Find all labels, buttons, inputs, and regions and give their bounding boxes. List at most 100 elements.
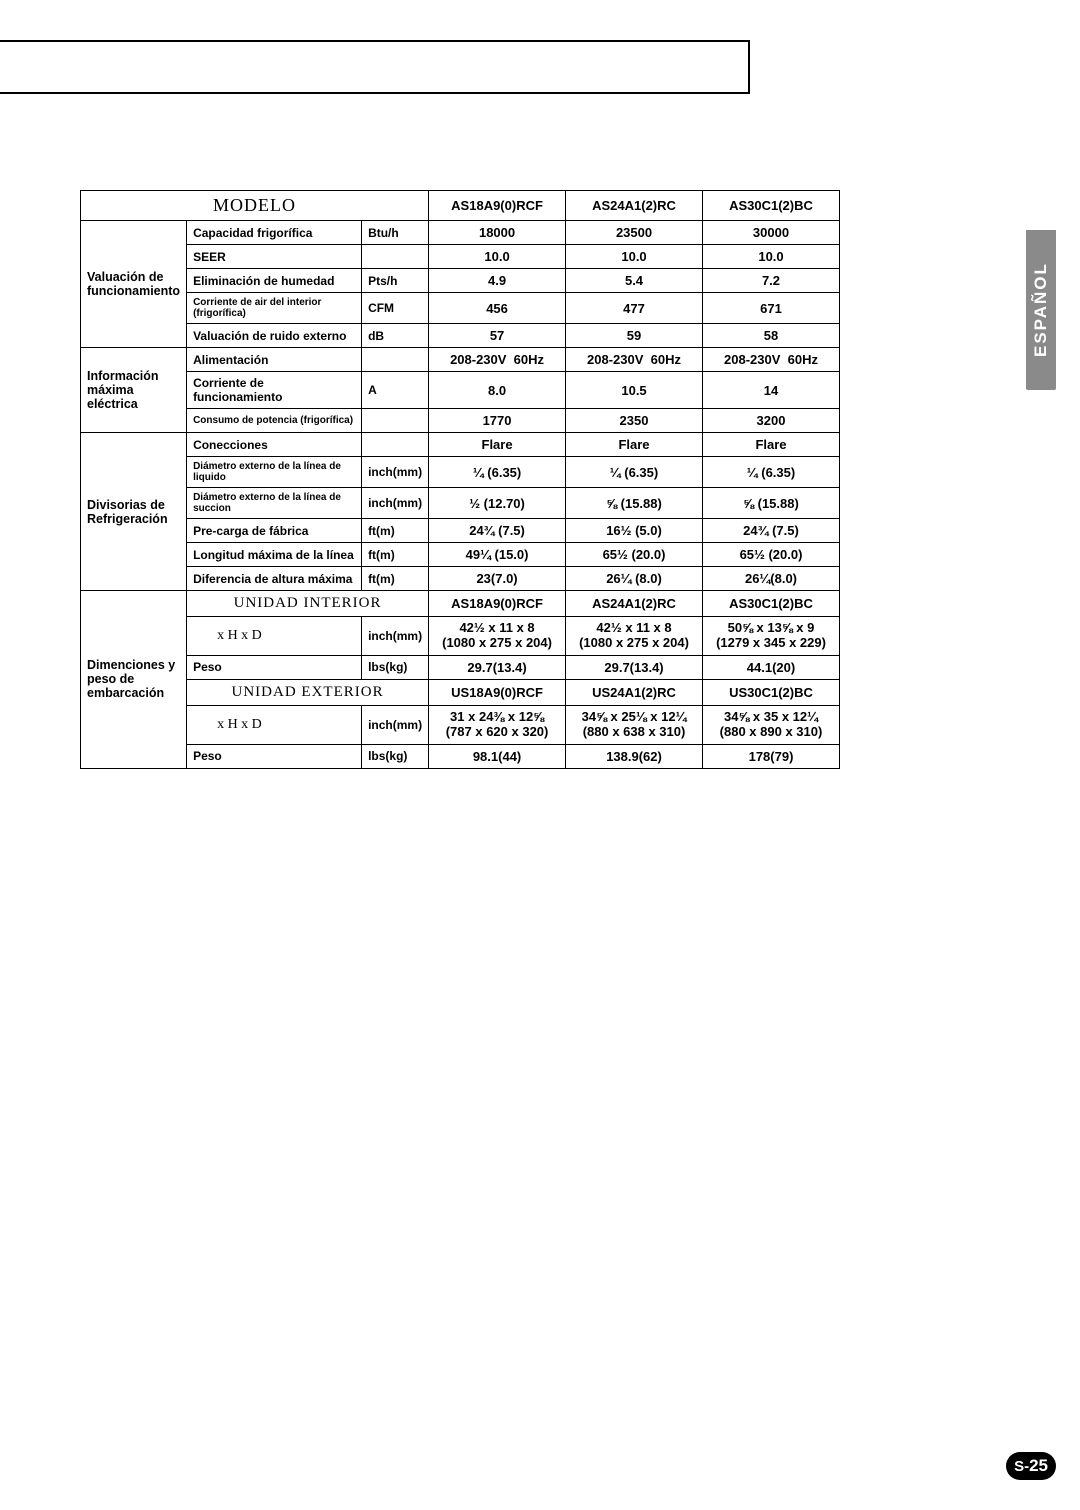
intdim-2a: 42½ x 11 x 8 [596, 620, 671, 635]
v-capacidad-2: 23500 [566, 221, 703, 245]
v-succ-2: ⅝ (15.88) [566, 488, 703, 519]
m1-head: AS18A9(0)RCF [429, 191, 566, 221]
v-exthead-1: US18A9(0)RCF [429, 679, 566, 705]
v-extdim-1: 31 x 24⅜ x 12⅝(787 x 620 x 320) [429, 705, 566, 744]
v-amp-2: 10.5 [566, 372, 703, 409]
row-alim: Información máxima eléctrica Alimentació… [81, 348, 840, 372]
v-cfm-2: 477 [566, 293, 703, 324]
v-ruido-3: 58 [703, 324, 840, 348]
row-succ: Diámetro externo de la línea de succion … [81, 488, 840, 519]
u-amp: A [362, 372, 429, 409]
v-inthead-3: AS30C1(2)BC [703, 591, 840, 617]
intdim-1b: (1080 x 275 x 204) [442, 635, 552, 650]
page-prefix: S- [1014, 1458, 1029, 1475]
v-exthead-3: US30C1(2)BC [703, 679, 840, 705]
m3-head: AS30C1(2)BC [703, 191, 840, 221]
u-cfm: CFM [362, 293, 429, 324]
u-humedad: Pts/h [362, 269, 429, 293]
u-extdim: inch(mm) [362, 705, 429, 744]
v-ruido-1: 57 [429, 324, 566, 348]
v-extpeso-1: 98.1(44) [429, 744, 566, 768]
lbl-extdim: x H x D [187, 705, 362, 744]
v-seer-3: 10.0 [703, 245, 840, 269]
v-amp-1: 8.0 [429, 372, 566, 409]
header-row: MODELO AS18A9(0)RCF AS24A1(2)RC AS30C1(2… [81, 191, 840, 221]
v-diff-1: 23(7.0) [429, 567, 566, 591]
v-intdim-1: 42½ x 11 x 8(1080 x 275 x 204) [429, 617, 566, 656]
v-cfm-3: 671 [703, 293, 840, 324]
lbl-exthead: UNIDAD EXTERIOR [187, 679, 429, 705]
extdim-2b: (880 x 638 x 310) [583, 724, 686, 739]
row-inthead: Dimenciones y peso de embarcación UNIDAD… [81, 591, 840, 617]
v-max-2: 65½ (20.0) [566, 543, 703, 567]
u-seer [362, 245, 429, 269]
v-diff-2: 26¼ (8.0) [566, 567, 703, 591]
v-consumo-3: 3200 [703, 409, 840, 433]
v-alim-2: 208-230V 60Hz [566, 348, 703, 372]
lbl-inthead: UNIDAD INTERIOR [187, 591, 429, 617]
u-consumo [362, 409, 429, 433]
row-extpeso: Peso lbs(kg) 98.1(44) 138.9(62) 178(79) [81, 744, 840, 768]
v-intdim-3: 50⅝ x 13⅝ x 9(1279 x 345 x 229) [703, 617, 840, 656]
lbl-capacidad: Capacidad frigorífica [187, 221, 362, 245]
lbl-succ: Diámetro externo de la línea de succion [187, 488, 362, 519]
lbl-cfm: Corriente de air del interior (frigorífi… [187, 293, 362, 324]
v-liq-1: ¼ (6.35) [429, 457, 566, 488]
lbl-pre: Pre-carga de fábrica [187, 519, 362, 543]
lbl-diff: Diferencia de altura máxima [187, 567, 362, 591]
lbl-amp: Corriente de funcionamiento [187, 372, 362, 409]
u-pre: ft(m) [362, 519, 429, 543]
v-conex-3: Flare [703, 433, 840, 457]
u-extpeso: lbs(kg) [362, 744, 429, 768]
intdim-3b: (1279 x 345 x 229) [716, 635, 826, 650]
row-amp: Corriente de funcionamiento A 8.0 10.5 1… [81, 372, 840, 409]
intdim-1a: 42½ x 11 x 8 [459, 620, 534, 635]
row-humedad: Eliminación de humedad Pts/h 4.9 5.4 7.2 [81, 269, 840, 293]
lbl-intdim: x H x D [187, 617, 362, 656]
top-rule-right [748, 40, 750, 94]
row-conex: Divisorias de Refrigeración Conecciones … [81, 433, 840, 457]
lbl-max: Longitud máxima de la línea [187, 543, 362, 567]
row-liq: Diámetro externo de la línea de liquido … [81, 457, 840, 488]
u-liq: inch(mm) [362, 457, 429, 488]
u-succ: inch(mm) [362, 488, 429, 519]
v-seer-1: 10.0 [429, 245, 566, 269]
v-extdim-3: 34⅝ x 35 x 12¼(880 x 890 x 310) [703, 705, 840, 744]
u-ruido: dB [362, 324, 429, 348]
u-capacidad: Btu/h [362, 221, 429, 245]
u-conex [362, 433, 429, 457]
v-intpeso-2: 29.7(13.4) [566, 655, 703, 679]
row-intpeso: Peso lbs(kg) 29.7(13.4) 29.7(13.4) 44.1(… [81, 655, 840, 679]
v-inthead-1: AS18A9(0)RCF [429, 591, 566, 617]
group-dim: Dimenciones y peso de embarcación [81, 591, 187, 769]
lbl-humedad: Eliminación de humedad [187, 269, 362, 293]
v-pre-3: 24¾ (7.5) [703, 519, 840, 543]
v-intpeso-1: 29.7(13.4) [429, 655, 566, 679]
v-pre-2: 16½ (5.0) [566, 519, 703, 543]
u-intdim: inch(mm) [362, 617, 429, 656]
extdim-3b: (880 x 890 x 310) [720, 724, 823, 739]
row-max: Longitud máxima de la línea ft(m) 49¼ (1… [81, 543, 840, 567]
v-intdim-2: 42½ x 11 x 8(1080 x 275 x 204) [566, 617, 703, 656]
group-refrig: Divisorias de Refrigeración [81, 433, 187, 591]
v-liq-2: ¼ (6.35) [566, 457, 703, 488]
row-extdim: x H x D inch(mm) 31 x 24⅜ x 12⅝(787 x 62… [81, 705, 840, 744]
v-cfm-1: 456 [429, 293, 566, 324]
u-max: ft(m) [362, 543, 429, 567]
v-max-3: 65½ (20.0) [703, 543, 840, 567]
intdim-2b: (1080 x 275 x 204) [579, 635, 689, 650]
modelo-head: MODELO [81, 191, 429, 221]
v-exthead-2: US24A1(2)RC [566, 679, 703, 705]
lbl-extpeso: Peso [187, 744, 362, 768]
lbl-conex: Conecciones [187, 433, 362, 457]
row-exthead: UNIDAD EXTERIOR US18A9(0)RCF US24A1(2)RC… [81, 679, 840, 705]
lbl-ruido: Valuación de ruido externo [187, 324, 362, 348]
spec-table: MODELO AS18A9(0)RCF AS24A1(2)RC AS30C1(2… [80, 190, 840, 769]
extdim-3a: 34⅝ x 35 x 12¼ [724, 709, 818, 724]
lbl-consumo: Consumo de potencia (frigorífica) [187, 409, 362, 433]
v-succ-3: ⅝ (15.88) [703, 488, 840, 519]
group-valuacion: Valuación de funcionamiento [81, 221, 187, 348]
row-consumo: Consumo de potencia (frigorífica) 1770 2… [81, 409, 840, 433]
u-diff: ft(m) [362, 567, 429, 591]
row-ruido: Valuación de ruido externo dB 57 59 58 [81, 324, 840, 348]
